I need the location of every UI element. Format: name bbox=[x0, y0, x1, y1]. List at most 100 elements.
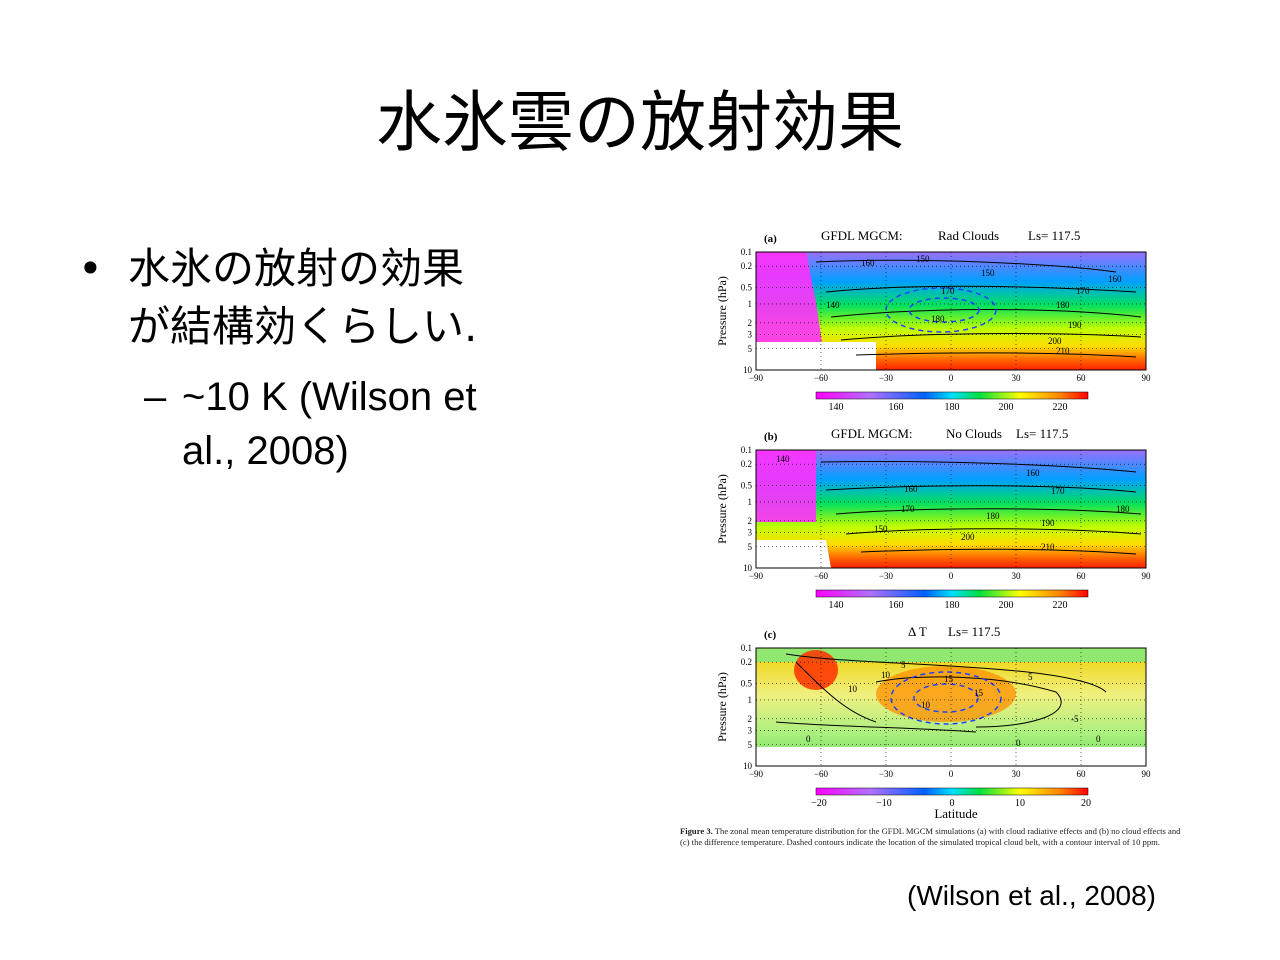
y-tick-label: 0.1 bbox=[741, 445, 752, 455]
x-tick-label: 90 bbox=[1142, 769, 1152, 779]
panel-a-cb-tick: 200 bbox=[999, 402, 1014, 413]
y-tick-label: 3 bbox=[748, 330, 753, 340]
x-tick-label: −90 bbox=[749, 769, 764, 779]
panel-a-cb-tick: 180 bbox=[945, 402, 960, 413]
panel-c-contour-label: 10 bbox=[848, 684, 858, 694]
panel-c-contour-label: 0 bbox=[806, 734, 811, 744]
panel-c-contour-label: -5 bbox=[1071, 714, 1079, 724]
panel-c-contour-label: 0 bbox=[1096, 734, 1101, 744]
panel-c-cb-tick: 0 bbox=[950, 798, 955, 809]
panel-c-cb-tick: −10 bbox=[876, 798, 892, 809]
y-tick-label: 2 bbox=[748, 714, 753, 724]
x-tick-label: 60 bbox=[1077, 769, 1087, 779]
panel-a-blank-lowerleft bbox=[756, 342, 826, 370]
panel-c-top-band bbox=[756, 648, 1146, 662]
panel-c-contour-label: 10 bbox=[881, 670, 891, 680]
caption-text: The zonal mean temperature distribution … bbox=[680, 826, 1181, 847]
panel-c-colorbar bbox=[815, 787, 1089, 796]
panel-b-tag: (b) bbox=[764, 431, 778, 443]
panel-b-contour-label: 200 bbox=[961, 532, 975, 542]
sub-bullet-text: ~10 K (Wilson et al., 2008) bbox=[182, 370, 562, 478]
x-tick-label: 90 bbox=[1142, 373, 1152, 383]
panel-b-contour-label: 180 bbox=[986, 511, 1000, 521]
bullet-text-line1: 水氷の放射の効果 bbox=[128, 244, 465, 293]
y-tick-label: 10 bbox=[743, 563, 753, 573]
y-tick-label: 0.1 bbox=[741, 247, 752, 257]
panel-a-contour-label: 160 bbox=[861, 258, 875, 268]
y-axis-label: Pressure (hPa) bbox=[715, 276, 729, 346]
y-tick-label: 1 bbox=[748, 497, 753, 507]
panel-a-cb-tick: 140 bbox=[829, 402, 844, 413]
y-tick-label: 5 bbox=[748, 344, 753, 354]
slide-title: 水氷雲の放射効果 bbox=[376, 84, 904, 161]
panel-c-contour-label: 15 bbox=[974, 688, 984, 698]
panel-b-contours bbox=[820, 460, 1142, 555]
panel-c-title-model: Δ T bbox=[908, 624, 927, 639]
panel-c-xlabel: Latitude bbox=[934, 806, 978, 821]
panel-a-cb-tick: 160 bbox=[889, 402, 904, 413]
x-tick-label: 60 bbox=[1077, 373, 1087, 383]
sub-bullet-line1: ~10 K (Wilson et bbox=[182, 375, 477, 419]
panel-a-cloud-contour-inner bbox=[908, 297, 980, 323]
panel-a-title-model: GFDL MGCM: bbox=[821, 228, 903, 243]
panel-a-colorbar-ticks: 140 160 180 200 220 bbox=[829, 402, 1068, 413]
panel-c-title-ls: Ls= 117.5 bbox=[948, 624, 1000, 639]
panel-a-contour-label: 140 bbox=[826, 300, 840, 310]
x-tick-label: −60 bbox=[814, 571, 829, 581]
panel-a-contour-label: 180 bbox=[931, 314, 945, 324]
y-tick-label: 0.5 bbox=[741, 282, 753, 292]
panel-c-hotspot-left bbox=[794, 650, 838, 690]
panel-c-contour-label: 5 bbox=[901, 660, 906, 670]
panel-b-polar-region bbox=[756, 450, 816, 522]
panel-b: (b) GFDL MGCM: No Clouds Ls= 117.5 140 1… bbox=[755, 426, 1147, 611]
panel-b-contour-label: 190 bbox=[1041, 518, 1055, 528]
panel-c-colorbar-ticks: −20 −10 0 10 20 bbox=[811, 798, 1091, 809]
y-tick-label: 0.5 bbox=[741, 678, 753, 688]
x-tick-label: 90 bbox=[1142, 571, 1152, 581]
panel-c-tag: (c) bbox=[764, 629, 777, 641]
panel-a-contour-labels: 150 160 170 180 190 200 210 140 180 170 … bbox=[826, 254, 1122, 356]
panel-b-contour-label: 160 bbox=[904, 484, 918, 494]
y-tick-label: 0.1 bbox=[741, 643, 752, 653]
y-axis-label: Pressure (hPa) bbox=[715, 672, 729, 742]
panel-c-cloud-contour bbox=[890, 671, 1002, 725]
x-tick-label: 60 bbox=[1077, 571, 1087, 581]
sub-bullet-line2: al., 2008) bbox=[182, 429, 349, 473]
panel-c-contour-label: 15 bbox=[944, 674, 954, 684]
x-tick-label: 30 bbox=[1012, 373, 1022, 383]
x-tick-label: −30 bbox=[879, 373, 894, 383]
y-tick-label: 3 bbox=[748, 528, 753, 538]
panel-c-cb-tick: 20 bbox=[1081, 798, 1091, 809]
panel-a-contour-label: 170 bbox=[1076, 286, 1090, 296]
panel-a-tag: (a) bbox=[764, 233, 777, 245]
panel-b-contour-label: 180 bbox=[1116, 504, 1130, 514]
panel-c-contour-label: 5 bbox=[1028, 672, 1033, 682]
panel-b-cb-tick: 220 bbox=[1053, 600, 1068, 611]
panel-a-cloud-contour bbox=[885, 287, 997, 333]
panel-a-contour-label: 210 bbox=[1056, 346, 1070, 356]
citation: (Wilson et al., 2008) bbox=[907, 880, 1156, 911]
panel-a-contour-label: 190 bbox=[1068, 320, 1082, 330]
panel-a-polar-region bbox=[756, 252, 826, 370]
x-tick-label: −90 bbox=[749, 571, 764, 581]
panel-a-contour-label: 200 bbox=[1048, 336, 1062, 346]
panel-b-contour-label: 170 bbox=[901, 504, 915, 514]
y-tick-label: 5 bbox=[748, 542, 753, 552]
panel-a-title-ls: Ls= 117.5 bbox=[1028, 228, 1080, 243]
y-tick-label: 1 bbox=[748, 299, 753, 309]
panel-a-contours bbox=[815, 259, 1142, 358]
bullet-text: 水氷の放射の効果 が結構効くらしい. bbox=[128, 240, 588, 356]
x-tick-label: 30 bbox=[1012, 571, 1022, 581]
panel-b-blank-lowerleft bbox=[756, 540, 831, 568]
panel-a-blank-left bbox=[826, 342, 876, 370]
y-tick-label: 10 bbox=[743, 761, 753, 771]
panel-c-cb-tick: 10 bbox=[1015, 798, 1025, 809]
panel-b-colorbar bbox=[815, 589, 1089, 598]
panel-a-colorbar bbox=[815, 391, 1089, 400]
panel-b-contour-label: 160 bbox=[1026, 468, 1040, 478]
dash-glyph: – bbox=[144, 375, 167, 419]
panel-b-cb-tick: 200 bbox=[999, 600, 1014, 611]
y-tick-label: 3 bbox=[748, 726, 753, 736]
